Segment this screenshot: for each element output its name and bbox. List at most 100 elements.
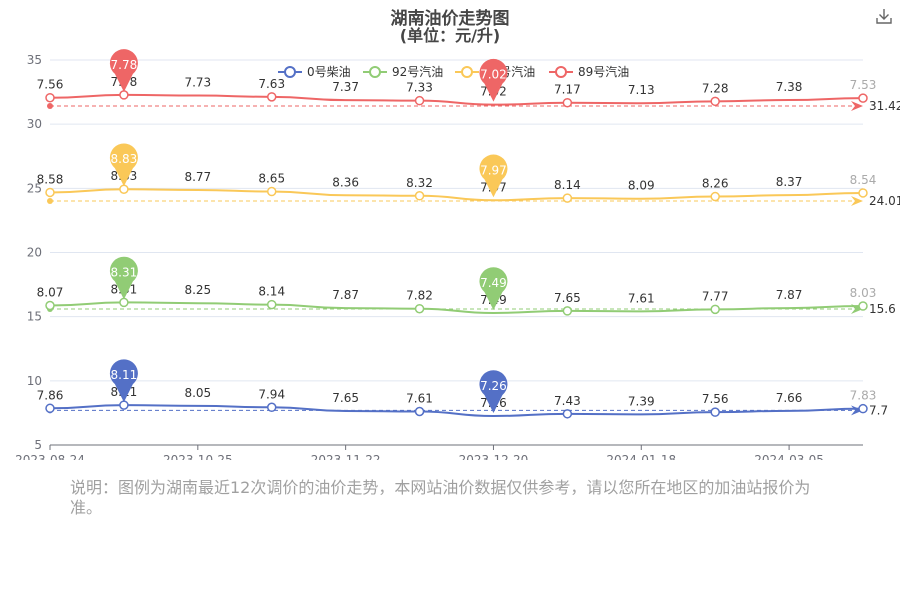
- download-icon[interactable]: [874, 6, 894, 26]
- data-label: 8.32: [406, 176, 433, 190]
- min-marker: [479, 370, 508, 413]
- average-line-start: [47, 198, 53, 205]
- data-label: 8.58: [37, 172, 64, 186]
- y-tick-label: 15: [27, 310, 42, 324]
- average-line-start: [47, 102, 53, 109]
- data-label: 8.25: [184, 283, 211, 297]
- average-value-label: 15.6: [869, 302, 896, 316]
- data-label: 7.56: [37, 78, 64, 92]
- max-marker-label: 8.11: [111, 368, 138, 382]
- average-value-label: 31.42: [869, 99, 900, 113]
- data-label: 7.33: [406, 81, 433, 95]
- data-label: 7.38: [776, 80, 803, 94]
- data-label: 8.07: [37, 286, 64, 300]
- data-label: 7.73: [184, 76, 211, 90]
- legend-swatch-dot: [369, 66, 381, 78]
- data-label: 8.37: [776, 175, 803, 189]
- data-point: [45, 187, 55, 198]
- max-marker: [109, 256, 138, 300]
- min-marker: [479, 58, 508, 102]
- average-value-label: 24.01: [869, 194, 900, 208]
- min-marker-label: 7.97: [480, 163, 507, 177]
- data-point: [414, 95, 425, 106]
- legend-label: 89号汽油: [578, 64, 629, 79]
- max-marker-label: 8.83: [111, 152, 138, 166]
- data-point: [710, 304, 720, 315]
- data-point: [562, 97, 573, 108]
- chart-title: 湖南油价走势图: [390, 9, 510, 29]
- data-point: [266, 186, 277, 197]
- data-point: [266, 92, 277, 102]
- data-label: 8.14: [258, 285, 285, 299]
- data-point: [562, 193, 573, 203]
- max-marker-label: 8.31: [111, 265, 138, 279]
- legend-swatch-dot: [461, 66, 473, 78]
- average-line-arrow: [851, 100, 863, 111]
- legend-swatch-dot: [555, 66, 567, 78]
- data-label: 8.77: [184, 170, 211, 184]
- data-point: [45, 92, 55, 103]
- min-marker-label: 7.02: [480, 68, 507, 82]
- data-point: [414, 191, 425, 201]
- data-label: 7.65: [332, 391, 359, 405]
- data-label: 8.26: [702, 177, 729, 191]
- data-label: 7.82: [406, 289, 433, 303]
- x-tick-label: 2024-01-18: [606, 453, 676, 460]
- x-tick-label: 2023-11-22: [311, 453, 381, 460]
- data-point: [45, 300, 55, 311]
- data-label: 7.17: [554, 83, 581, 97]
- data-label: 8.36: [332, 175, 359, 189]
- legend-label: 0号柴油: [307, 65, 351, 79]
- data-point: [414, 406, 425, 417]
- series-line: [49, 188, 864, 202]
- min-marker: [479, 154, 508, 198]
- data-point: [266, 402, 277, 413]
- data-label: 8.54: [850, 173, 877, 187]
- data-point: [119, 90, 129, 100]
- data-label: 7.65: [554, 291, 581, 305]
- min-marker-label: 7.49: [480, 276, 507, 290]
- data-point: [45, 403, 55, 414]
- data-label: 7.87: [776, 288, 803, 302]
- chart-note: 说明：图例为湖南最近12次调价的油价走势，本网站油价数据仅供参考，请以您所在地区…: [70, 478, 811, 517]
- max-marker: [109, 49, 138, 92]
- data-label: 7.39: [628, 394, 655, 408]
- average-line-arrow: [851, 196, 863, 207]
- data-label: 7.61: [406, 392, 433, 406]
- y-tick-label: 5: [34, 438, 42, 452]
- data-point: [710, 407, 720, 417]
- data-label: 8.05: [184, 386, 211, 400]
- data-label: 7.28: [702, 81, 729, 95]
- data-point: [119, 297, 129, 308]
- data-label: 7.66: [776, 391, 803, 405]
- data-point: [119, 400, 129, 410]
- y-tick-label: 30: [27, 117, 42, 131]
- max-marker: [109, 359, 138, 403]
- data-point: [858, 403, 868, 414]
- data-point: [858, 188, 868, 198]
- data-point: [119, 184, 129, 194]
- data-point: [858, 301, 868, 311]
- data-label: 7.56: [702, 392, 729, 406]
- data-label: 7.86: [37, 388, 64, 402]
- data-point: [710, 191, 720, 202]
- average-value-label: 7.7: [869, 403, 888, 417]
- series-line: [49, 93, 864, 106]
- data-label: 7.13: [628, 83, 655, 97]
- max-marker-label: 7.78: [111, 58, 138, 72]
- data-point: [710, 96, 720, 107]
- data-label: 8.09: [628, 179, 655, 193]
- legend-label: 92号汽油: [392, 64, 443, 79]
- data-label: 8.14: [554, 178, 581, 192]
- x-tick-label: 2024-03-05: [754, 453, 824, 460]
- min-marker-label: 7.26: [480, 379, 507, 393]
- min-marker: [479, 267, 508, 310]
- data-label: 7.61: [628, 291, 655, 305]
- y-tick-label: 25: [27, 181, 42, 195]
- legend-swatch-dot: [284, 66, 296, 78]
- data-label: 7.77: [702, 289, 729, 303]
- chart-subtitle: (单位：元/升): [399, 26, 501, 45]
- y-tick-label: 10: [27, 374, 42, 388]
- line-chart: 5 10 15 20 25 30 35 2023-08-24 2023-10-25 2023-11…: [15, 49, 900, 460]
- data-label: 7.37: [332, 80, 359, 94]
